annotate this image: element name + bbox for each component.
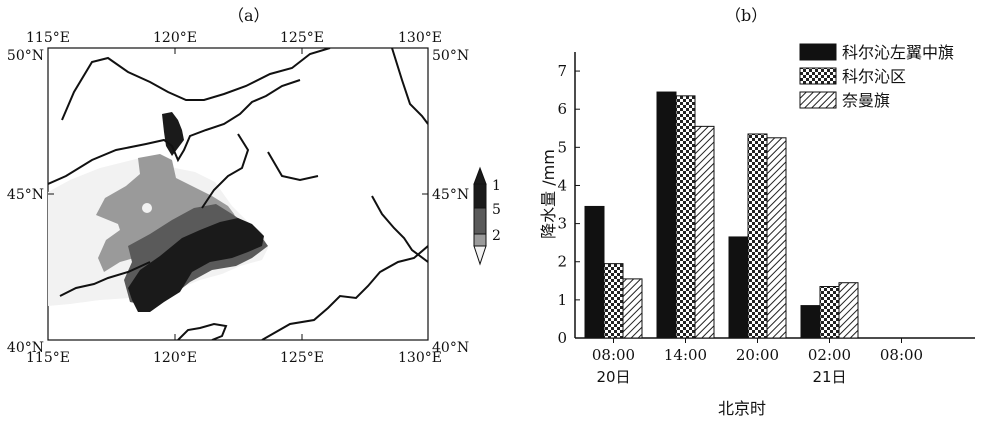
legend-swatch bbox=[799, 43, 837, 61]
bar bbox=[800, 305, 821, 339]
x-tick-label: 20:00 bbox=[736, 346, 779, 364]
x-axis-label: 北京时 bbox=[718, 399, 766, 418]
colorbar-label: 10 bbox=[492, 178, 500, 194]
y-tick-label: 0 bbox=[557, 329, 567, 347]
x-date-label: 20日 bbox=[596, 368, 630, 386]
bar bbox=[819, 286, 840, 339]
bar bbox=[656, 91, 677, 339]
lon-label-top: 130°E bbox=[398, 30, 442, 46]
panel-b-label: （b） bbox=[725, 6, 768, 25]
colorbar-label: 5 bbox=[492, 202, 500, 218]
bar bbox=[838, 282, 859, 339]
x-tick-label: 02:00 bbox=[808, 346, 851, 364]
lon-label-top: 125°E bbox=[280, 30, 324, 46]
x-tick-label: 14:00 bbox=[664, 346, 707, 364]
lat-label-right: 50°N bbox=[432, 48, 469, 64]
legend-swatch bbox=[799, 67, 837, 85]
y-tick-label: 5 bbox=[557, 138, 567, 156]
map-region-light-hole bbox=[142, 203, 152, 213]
x-date-label: 21日 bbox=[812, 368, 846, 386]
lat-label-right: 45°N bbox=[432, 187, 469, 203]
bar bbox=[747, 133, 768, 339]
panel-a-label: （a） bbox=[228, 6, 270, 25]
lon-label-top: 120°E bbox=[153, 30, 197, 46]
colorbar-segment bbox=[473, 207, 487, 235]
lat-label-right: 40°N bbox=[432, 340, 469, 356]
y-tick-label: 2 bbox=[557, 253, 567, 271]
chart-ticks: 0 1 2 3 4 5 6 7 08:00 20日 14:00 20:00 02:00 21日 08:00 bbox=[557, 62, 923, 386]
map-ticks bbox=[47, 48, 429, 340]
map-region-2-5 bbox=[96, 154, 240, 272]
legend-swatch bbox=[799, 91, 837, 109]
bar bbox=[675, 95, 696, 339]
bar bbox=[694, 125, 715, 339]
colorbar-top-arrow bbox=[473, 166, 487, 185]
y-tick-label: 4 bbox=[557, 176, 567, 194]
x-tick-label: 08:00 bbox=[592, 346, 635, 364]
y-tick-label: 6 bbox=[557, 100, 567, 118]
lon-label-bottom: 115°E bbox=[26, 350, 70, 366]
legend-label: 科尔沁左翼中旗 bbox=[842, 43, 954, 62]
chart-bars bbox=[584, 91, 859, 339]
lon-label-bottom: 130°E bbox=[398, 350, 442, 366]
y-tick-label: 1 bbox=[557, 291, 567, 309]
y-tick-label: 7 bbox=[557, 62, 567, 80]
colorbar-segment bbox=[473, 183, 487, 209]
y-tick-label: 3 bbox=[557, 215, 567, 233]
lon-label-top: 115°E bbox=[26, 30, 70, 46]
bar bbox=[766, 137, 787, 339]
map-borders bbox=[48, 48, 428, 340]
map-region-10 bbox=[128, 218, 264, 312]
bar bbox=[728, 236, 749, 339]
lat-label-left: 40°N bbox=[7, 340, 44, 356]
x-tick-label: 08:00 bbox=[880, 346, 923, 364]
lon-label-bottom: 125°E bbox=[280, 350, 324, 366]
bar bbox=[603, 263, 624, 339]
lon-label-bottom: 120°E bbox=[153, 350, 197, 366]
colorbar-label: 2.5 bbox=[492, 228, 500, 244]
precipitation-map: 115°E 120°E 125°E 130°E 115°E 120°E 125°… bbox=[7, 30, 500, 366]
map-region-10-north bbox=[162, 112, 184, 156]
legend-label: 奈曼旗 bbox=[842, 91, 890, 110]
legend-label: 科尔沁区 bbox=[842, 67, 906, 86]
colorbar-segment bbox=[473, 233, 487, 247]
bar bbox=[584, 205, 605, 339]
y-axis-label: 降水量 /mm bbox=[539, 149, 558, 239]
lat-label-left: 45°N bbox=[7, 187, 44, 203]
bar bbox=[622, 278, 643, 339]
colorbar-bottom-arrow bbox=[473, 245, 487, 266]
colorbar bbox=[473, 166, 487, 266]
lat-label-left: 50°N bbox=[7, 48, 44, 64]
